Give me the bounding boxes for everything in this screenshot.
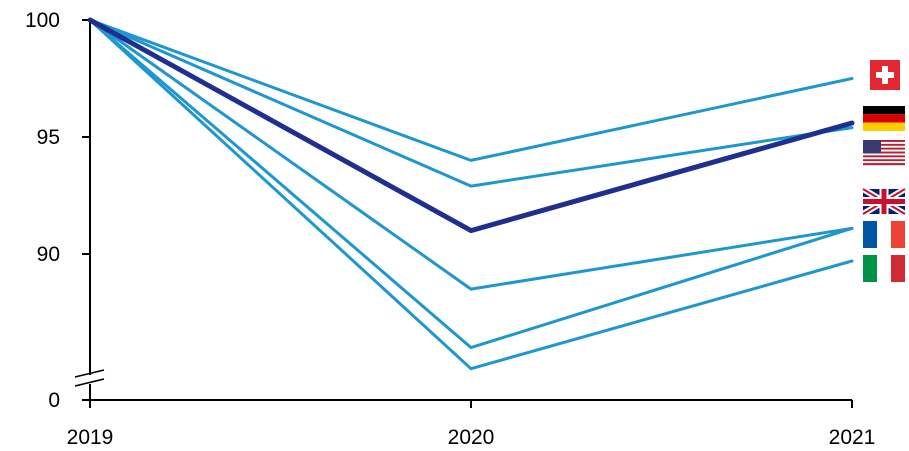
x-tick-label: 2021 [829, 426, 876, 446]
y-tick-label: 95 [37, 126, 60, 149]
usa-flag [863, 140, 905, 166]
country-flags [861, 60, 907, 282]
y-tick-label: 0 [48, 389, 60, 412]
uk-flag [861, 186, 907, 217]
series-lines [87, 17, 855, 371]
x-tick-label: 2019 [67, 426, 114, 446]
series-line [88, 18, 854, 291]
italy-flag [863, 255, 905, 282]
axis-break-mark [74, 369, 105, 378]
axes [74, 19, 853, 408]
series-line [88, 18, 854, 350]
series-line [88, 18, 854, 188]
y-tick-label: 90 [37, 243, 60, 266]
switzerland-flag [870, 60, 900, 90]
tick-labels: 0 90 95 100 2019 2020 2021 [25, 9, 876, 449]
y-tick-label: 100 [25, 9, 60, 32]
series-line-highlight [87, 17, 855, 234]
series-line [88, 18, 854, 162]
x-tick-label: 2020 [448, 426, 495, 446]
france-flag [863, 221, 905, 248]
germany-flag [863, 106, 905, 131]
series-line [88, 18, 854, 371]
axis-break-mark [74, 378, 105, 387]
